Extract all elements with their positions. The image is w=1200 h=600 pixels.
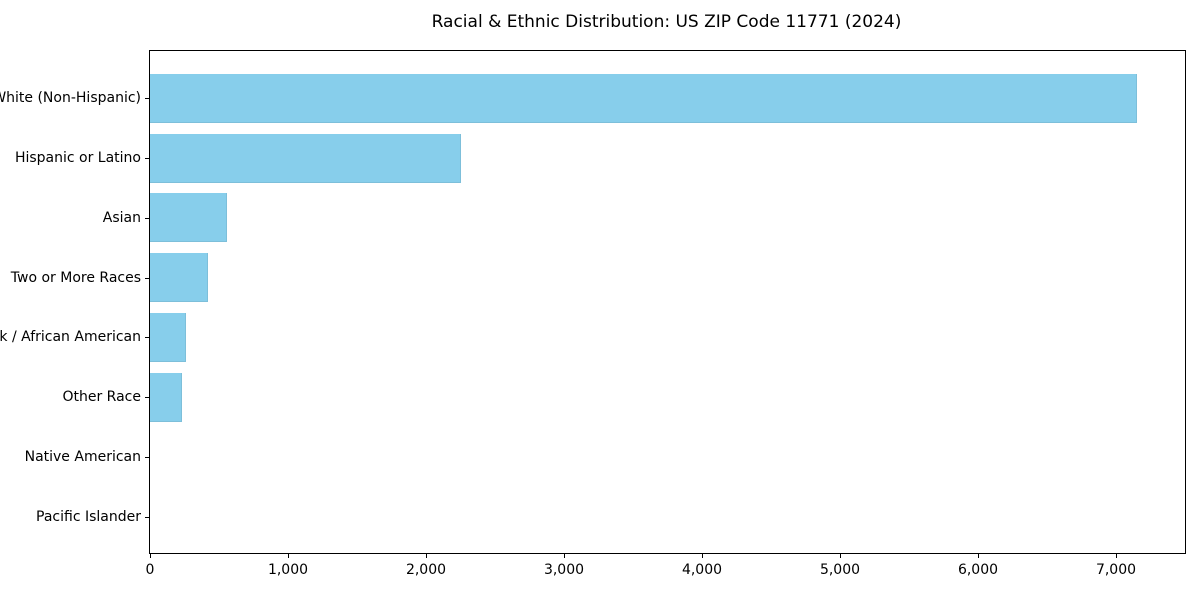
y-axis-label: White (Non-Hispanic) bbox=[0, 90, 141, 107]
x-axis-tick bbox=[702, 554, 703, 558]
x-axis-tick bbox=[288, 554, 289, 558]
x-axis-tick-label: 1,000 bbox=[267, 562, 309, 578]
x-axis-tick-label: 4,000 bbox=[681, 562, 723, 578]
bar bbox=[150, 133, 461, 183]
bar bbox=[150, 372, 182, 422]
bar bbox=[150, 73, 1137, 123]
y-axis-tick bbox=[145, 456, 149, 458]
y-axis-tick bbox=[145, 337, 149, 339]
x-axis-tick bbox=[978, 554, 979, 558]
x-axis-tick-label: 6,000 bbox=[957, 562, 999, 578]
y-axis-label: Other Race bbox=[62, 389, 141, 406]
plot-area: White (Non-Hispanic) Hispanic or Latino As… bbox=[0, 50, 1186, 578]
y-axis-label: Asian bbox=[102, 209, 141, 226]
y-axis-tick bbox=[145, 158, 149, 160]
x-axis-tick bbox=[564, 554, 565, 558]
bar bbox=[150, 312, 186, 362]
y-axis-label: Native American bbox=[24, 448, 141, 465]
x-axis-tick bbox=[150, 554, 151, 558]
y-axis-tick bbox=[145, 516, 149, 518]
y-axis-tick bbox=[145, 98, 149, 100]
x-axis-tick bbox=[840, 554, 841, 558]
y-axis-tick bbox=[145, 397, 149, 399]
x-axis-tick-label: 2,000 bbox=[405, 562, 447, 578]
x-axis-tick-label: 0 bbox=[145, 562, 155, 578]
y-axis-label: Pacific Islander bbox=[36, 508, 141, 525]
x-axis-tick-label: 7,000 bbox=[1095, 562, 1137, 578]
bar bbox=[150, 253, 208, 303]
x-axis-tick-label: 5,000 bbox=[819, 562, 861, 578]
y-axis-label: Black / African American bbox=[0, 329, 141, 346]
y-axis-label: Two or More Races bbox=[10, 269, 141, 286]
chart-title: Racial & Ethnic Distribution: US ZIP Cod… bbox=[431, 12, 902, 32]
bar bbox=[150, 193, 228, 243]
x-axis-tick bbox=[426, 554, 427, 558]
y-axis-label: Hispanic or Latino bbox=[14, 150, 141, 167]
x-axis-tick bbox=[1116, 554, 1117, 558]
y-axis-tick bbox=[145, 277, 149, 279]
y-axis-tick bbox=[145, 217, 149, 219]
x-axis-tick-label: 3,000 bbox=[543, 562, 585, 578]
